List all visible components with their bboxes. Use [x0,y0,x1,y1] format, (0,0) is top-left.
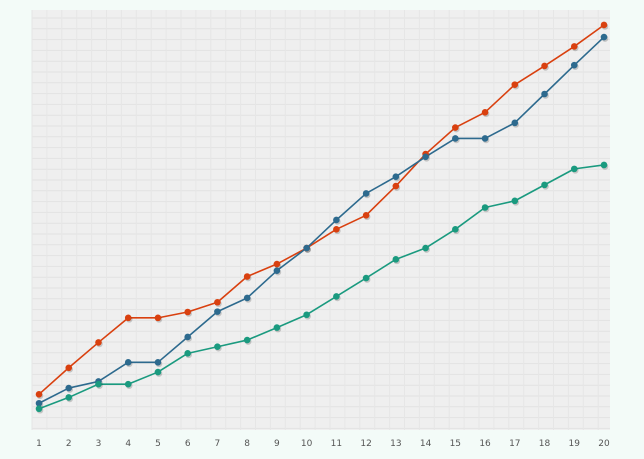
data-point-series-1[interactable] [124,314,132,322]
data-point-series-3[interactable] [184,350,191,357]
data-point-series-3[interactable] [600,161,608,169]
data-point-series-3[interactable] [303,311,310,319]
x-tick-label: 11 [331,439,342,449]
data-point-series-3[interactable] [243,336,251,344]
x-tick-label: 5 [155,439,161,449]
x-tick-label: 10 [301,439,313,449]
data-point-series-3[interactable] [511,197,519,205]
data-point-series-1[interactable] [481,109,489,116]
data-point-series-2[interactable] [452,135,459,142]
data-point-series-1[interactable] [184,308,191,316]
data-point-series-1[interactable] [35,391,43,398]
x-tick-label: 7 [215,439,221,449]
data-point-series-2[interactable] [214,308,221,315]
data-point-series-2[interactable] [362,190,370,197]
data-point-series-2[interactable] [570,61,578,69]
data-point-series-2[interactable] [600,33,608,41]
series-line-1 [38,24,605,395]
data-point-series-2[interactable] [303,244,310,252]
data-point-series-2[interactable] [35,399,43,407]
data-point-series-2[interactable] [422,153,429,161]
data-point-series-1[interactable] [362,211,370,219]
x-tick-label: 13 [390,439,401,449]
data-point-series-1[interactable] [273,260,281,268]
data-point-series-1[interactable] [333,226,340,233]
data-point-series-2[interactable] [184,333,191,341]
data-point-series-3[interactable] [35,405,43,413]
data-point-series-1[interactable] [154,314,162,322]
x-tick-label: 18 [539,439,551,449]
data-point-series-1[interactable] [65,364,73,372]
grid [31,10,610,430]
data-point-series-3[interactable] [65,394,73,401]
x-tick-label: 20 [598,439,610,449]
data-point-series-3[interactable] [154,368,162,376]
data-point-series-2[interactable] [273,267,281,274]
data-point-series-1[interactable] [570,43,578,50]
data-point-series-2[interactable] [511,119,519,127]
x-axis-ticks: 1 2 3 4 5 6 7 8 9 10 11 12 13 14 15 16 17 18 19 20 [36,439,610,449]
data-point-series-3[interactable] [570,165,578,173]
series-line-2 [38,36,605,404]
x-tick-label: 12 [360,439,371,449]
data-point-series-2[interactable] [65,384,73,392]
data-point-series-1[interactable] [541,62,548,70]
x-tick-label: 14 [420,439,432,449]
data-point-series-1[interactable] [511,81,519,88]
x-tick-label: 9 [274,439,280,449]
x-tick-label: 6 [185,439,191,449]
data-point-series-3[interactable] [333,293,340,300]
data-point-series-2[interactable] [243,294,251,302]
data-point-series-2[interactable] [481,135,489,142]
x-tick-label: 3 [96,439,102,449]
data-point-series-3[interactable] [452,226,459,233]
x-tick-label: 15 [450,439,461,449]
data-point-series-1[interactable] [392,182,400,190]
data-point-series-3[interactable] [541,181,548,189]
data-point-series-2[interactable] [541,90,548,98]
data-point-series-2[interactable] [154,359,162,366]
data-point-series-3[interactable] [362,274,370,282]
data-point-series-3[interactable] [481,204,489,211]
data-point-series-3[interactable] [124,380,132,388]
x-tick-label: 19 [569,439,581,449]
data-point-series-2[interactable] [333,216,340,224]
data-point-series-1[interactable] [243,273,251,280]
data-point-series-3[interactable] [422,244,429,252]
points-layer [35,21,609,414]
data-point-series-3[interactable] [95,380,102,388]
data-point-series-2[interactable] [124,359,132,366]
data-point-series-2[interactable] [392,173,400,180]
x-tick-label: 16 [479,439,491,449]
x-tick-label: 4 [125,439,131,449]
x-tick-label: 2 [66,439,72,449]
data-point-series-3[interactable] [214,343,221,351]
data-point-series-3[interactable] [392,256,400,263]
data-point-series-1[interactable] [452,124,459,131]
data-point-series-1[interactable] [214,298,221,306]
x-tick-label: 17 [509,439,520,449]
series-line-3 [38,164,605,410]
x-tick-label: 8 [244,439,250,449]
data-point-series-1[interactable] [95,339,102,346]
data-point-series-1[interactable] [600,21,608,29]
x-tick-label: 1 [36,439,42,449]
data-point-series-3[interactable] [273,324,281,331]
series-layer [38,24,605,410]
